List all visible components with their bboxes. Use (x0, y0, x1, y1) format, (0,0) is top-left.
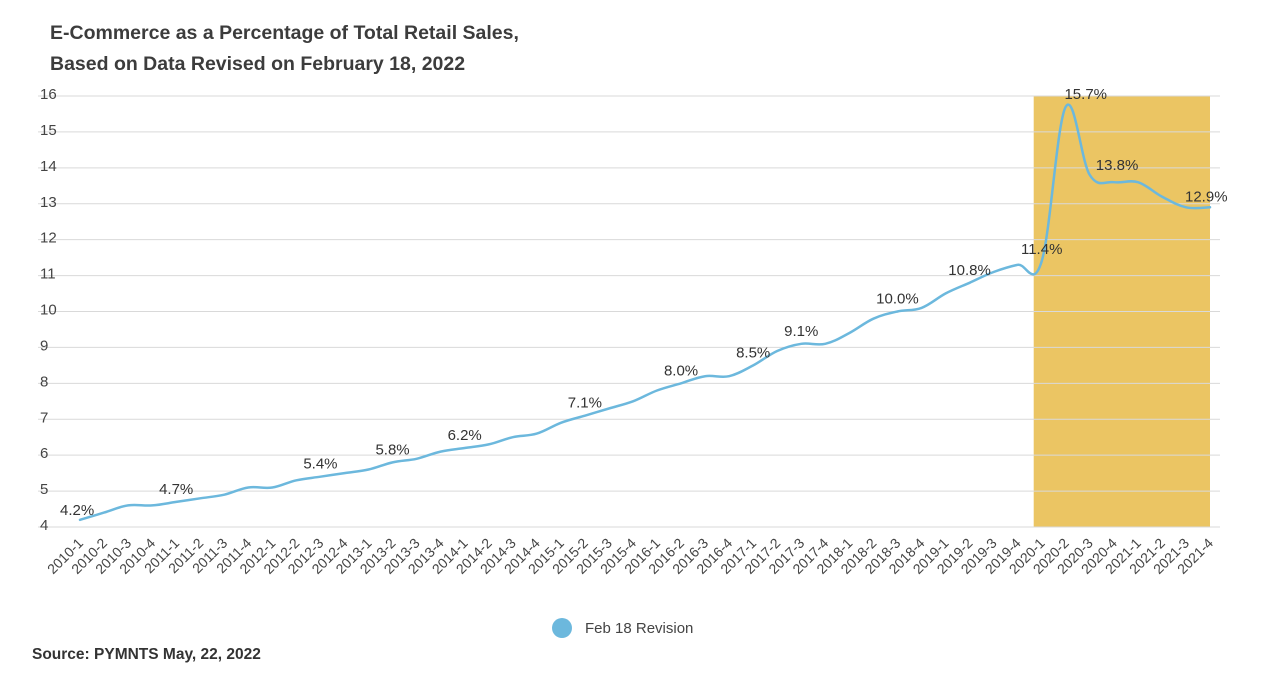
data-label: 9.1% (784, 323, 818, 340)
data-label: 11.4% (1021, 241, 1062, 258)
data-label: 8.5% (736, 344, 770, 361)
data-label: 6.2% (448, 427, 482, 444)
data-label: 5.8% (375, 441, 409, 458)
data-label: 15.7% (1064, 86, 1107, 103)
data-label: 12.9% (1185, 188, 1228, 205)
y-tick-label: 7 (40, 409, 48, 426)
y-tick-label: 9 (40, 337, 48, 354)
data-label: 4.2% (60, 502, 94, 519)
y-tick-label: 5 (40, 481, 48, 498)
data-label: 4.7% (159, 481, 193, 498)
y-tick-label: 11 (40, 266, 56, 283)
y-tick-label: 4 (40, 517, 48, 534)
data-label: 13.8% (1096, 157, 1139, 174)
y-tick-label: 12 (40, 230, 57, 247)
data-label: 5.4% (303, 456, 337, 473)
y-tick-label: 15 (40, 122, 57, 139)
data-label: 10.0% (876, 291, 919, 308)
legend-label: Feb 18 Revision (585, 619, 694, 637)
source-note: Source: PYMNTS May, 22, 2022 (32, 646, 261, 663)
data-label: 8.0% (664, 362, 698, 379)
chart-title-line1: E-Commerce as a Percentage of Total Reta… (50, 22, 519, 44)
chart-title-line2: Based on Data Revised on February 18, 20… (50, 53, 466, 75)
y-tick-label: 8 (40, 373, 48, 390)
series-line (78, 103, 1212, 522)
legend-marker (552, 618, 572, 638)
y-tick-label: 6 (40, 445, 48, 462)
data-label: 7.1% (568, 395, 602, 412)
y-tick-label: 14 (40, 158, 57, 175)
y-tick-label: 10 (40, 302, 57, 319)
data-label: 10.8% (948, 262, 991, 279)
legend: Feb 18 Revision (552, 618, 693, 638)
y-tick-label: 13 (40, 194, 57, 211)
y-tick-label: 16 (40, 86, 57, 103)
